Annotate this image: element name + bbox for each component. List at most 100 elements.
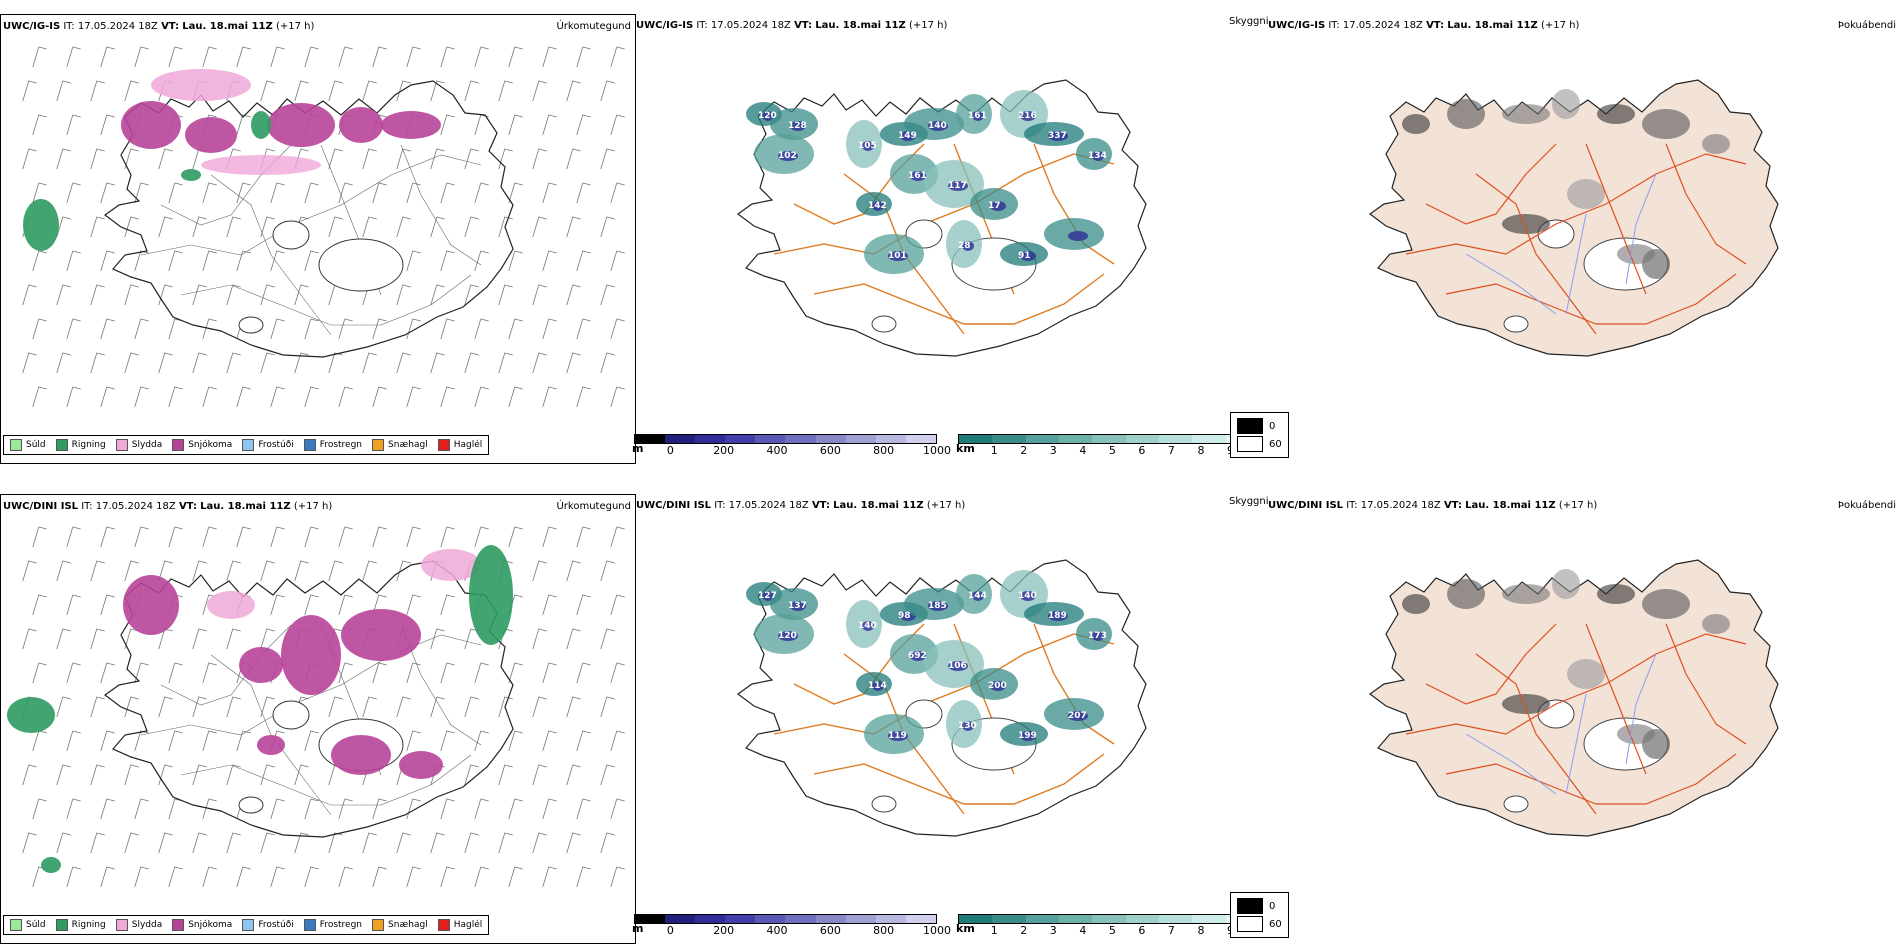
legend-item: Rigning [55, 919, 106, 931]
scale-color-step [1125, 435, 1159, 443]
scale-color-step [905, 435, 936, 443]
scale-tick: 1000 [923, 924, 951, 937]
precip-title-row2: UWC/DINI ISL IT: 17.05.2024 18Z VT: Lau.… [3, 501, 333, 512]
precip-panel-row1: UWC/IG-IS IT: 17.05.2024 18Z VT: Lau. 18… [0, 14, 636, 464]
visibility-value-label: 114 [868, 681, 887, 691]
visibility-value-label: 17 [988, 201, 1001, 211]
scale-tick: 5 [1108, 444, 1116, 457]
visibility-value-label: 140 [1018, 591, 1037, 601]
scale-color-step [695, 915, 726, 923]
visibility-value-label: 130 [958, 721, 977, 731]
scale-color-step [959, 435, 993, 443]
scale-tick: 1000 [923, 444, 951, 457]
scale-tick: 800 [873, 924, 895, 937]
precip-panel-row2: UWC/DINI ISL IT: 17.05.2024 18Z VT: Lau.… [0, 494, 636, 944]
visibility-label-row2: Skyggni [1229, 496, 1269, 507]
legend-item: Snjókoma [172, 919, 232, 931]
scale-tick: 1 [990, 444, 998, 457]
visibility-value-label: 185 [928, 601, 947, 611]
scale-color-step [785, 915, 816, 923]
scale-color-step [785, 435, 816, 443]
legend-label: Snæhagl [388, 440, 428, 450]
visibility-title-row1: UWC/IG-IS IT: 17.05.2024 18Z VT: Lau. 18… [636, 20, 948, 31]
legend-label: Snjókoma [188, 440, 233, 450]
fog-swatch-0 [1237, 898, 1263, 914]
legend-label: Súld [26, 440, 46, 450]
scale-tick: 3 [1049, 924, 1057, 937]
visibility-value-label: 692 [908, 651, 927, 661]
scale-color-step [755, 435, 786, 443]
visibility-value-label: 161 [908, 171, 927, 181]
scale-color-bar [634, 914, 937, 924]
legend-label: Frostregn [319, 920, 363, 930]
scale-color-step [695, 435, 726, 443]
scale-color-bar [958, 914, 1260, 924]
scale-tick: 400 [766, 924, 788, 937]
legend-swatch [55, 439, 68, 451]
scale-color-bar [958, 434, 1260, 444]
visibility-value-label: 189 [1048, 611, 1067, 621]
legend-label: Súld [26, 920, 46, 930]
legend-label: Rigning [71, 920, 106, 930]
legend-item: Frostúði [242, 439, 294, 451]
scale-tick: 1 [990, 924, 998, 937]
legend-item: Frostregn [303, 919, 363, 931]
scale-tick: 4 [1079, 924, 1087, 937]
legend-item: Haglél [437, 919, 482, 931]
scale-color-step [1058, 915, 1093, 923]
legend-label: Slydda [131, 440, 163, 450]
scale-color-step [815, 435, 846, 443]
scale-color-step [725, 915, 756, 923]
scale-unit: m [632, 442, 644, 455]
visibility-value-label: 216 [1018, 111, 1037, 121]
visibility-value-label: 142 [868, 201, 887, 211]
scale-color-step [1192, 435, 1226, 443]
scale-tick: 8 [1197, 924, 1205, 937]
legend-swatch [242, 439, 255, 451]
legend-item: Haglél [437, 439, 483, 451]
scale-color-step [1025, 915, 1059, 923]
scale-color-step [635, 435, 666, 443]
visibility-value-label: 161 [968, 111, 987, 121]
legend-label: Haglél [453, 440, 483, 450]
visibility-value-label: 119 [888, 731, 907, 741]
visibility-value-label: 91 [1018, 251, 1031, 261]
scale-color-bar [634, 434, 937, 444]
scale-tick: 7 [1167, 444, 1175, 457]
legend-swatch [372, 439, 385, 451]
scale-tick: 400 [766, 444, 788, 457]
legend-swatch [303, 439, 316, 451]
visibility-value-label: 144 [968, 591, 987, 601]
scale-unit: m [632, 922, 644, 935]
km-scale-row1: km12345678910 [956, 434, 1267, 458]
legend-swatch [172, 919, 185, 931]
scale-color-step [1025, 435, 1059, 443]
visibility-value-label: 98 [898, 611, 911, 621]
scale-tick: 7 [1167, 924, 1175, 937]
precip-legend-row2: Súld Rigning Slydda Snjókoma Frostúði Frostre… [3, 915, 490, 935]
legend-label: Frostúði [258, 440, 294, 450]
legend-swatch [115, 919, 128, 931]
legend-swatch [437, 439, 450, 451]
visibility-value-label: 128 [788, 121, 807, 131]
legend-label: Slydda [131, 920, 163, 930]
visibility-value-label: 200 [988, 681, 1007, 691]
legend-swatch [10, 439, 22, 451]
visibility-value-label: 127 [758, 591, 777, 601]
legend-label: Rigning [71, 440, 106, 450]
visibility-map-row2: 127 137 120 140 98 185 144 140 189 173 692 106 114 20… [736, 559, 1147, 837]
precip-title-row1: UWC/IG-IS IT: 17.05.2024 18Z VT: Lau. 18… [3, 21, 315, 32]
visibility-value-label: 134 [1088, 151, 1107, 161]
scale-color-step [1192, 915, 1226, 923]
fog-index-label-row2: Þokuábendi [1837, 500, 1896, 511]
visibility-value-label: 101 [888, 251, 907, 261]
visibility-value-label: 117 [948, 181, 967, 191]
fog-legend-row2: 0 60 [1230, 892, 1289, 938]
fog-swatch-0 [1237, 418, 1263, 434]
scale-color-step [1125, 915, 1159, 923]
legend-swatch [372, 919, 385, 931]
scale-tick: 600 [819, 444, 841, 457]
scale-tick: 3 [1049, 444, 1057, 457]
legend-swatch [172, 439, 185, 451]
visibility-value-label: 140 [858, 621, 877, 631]
